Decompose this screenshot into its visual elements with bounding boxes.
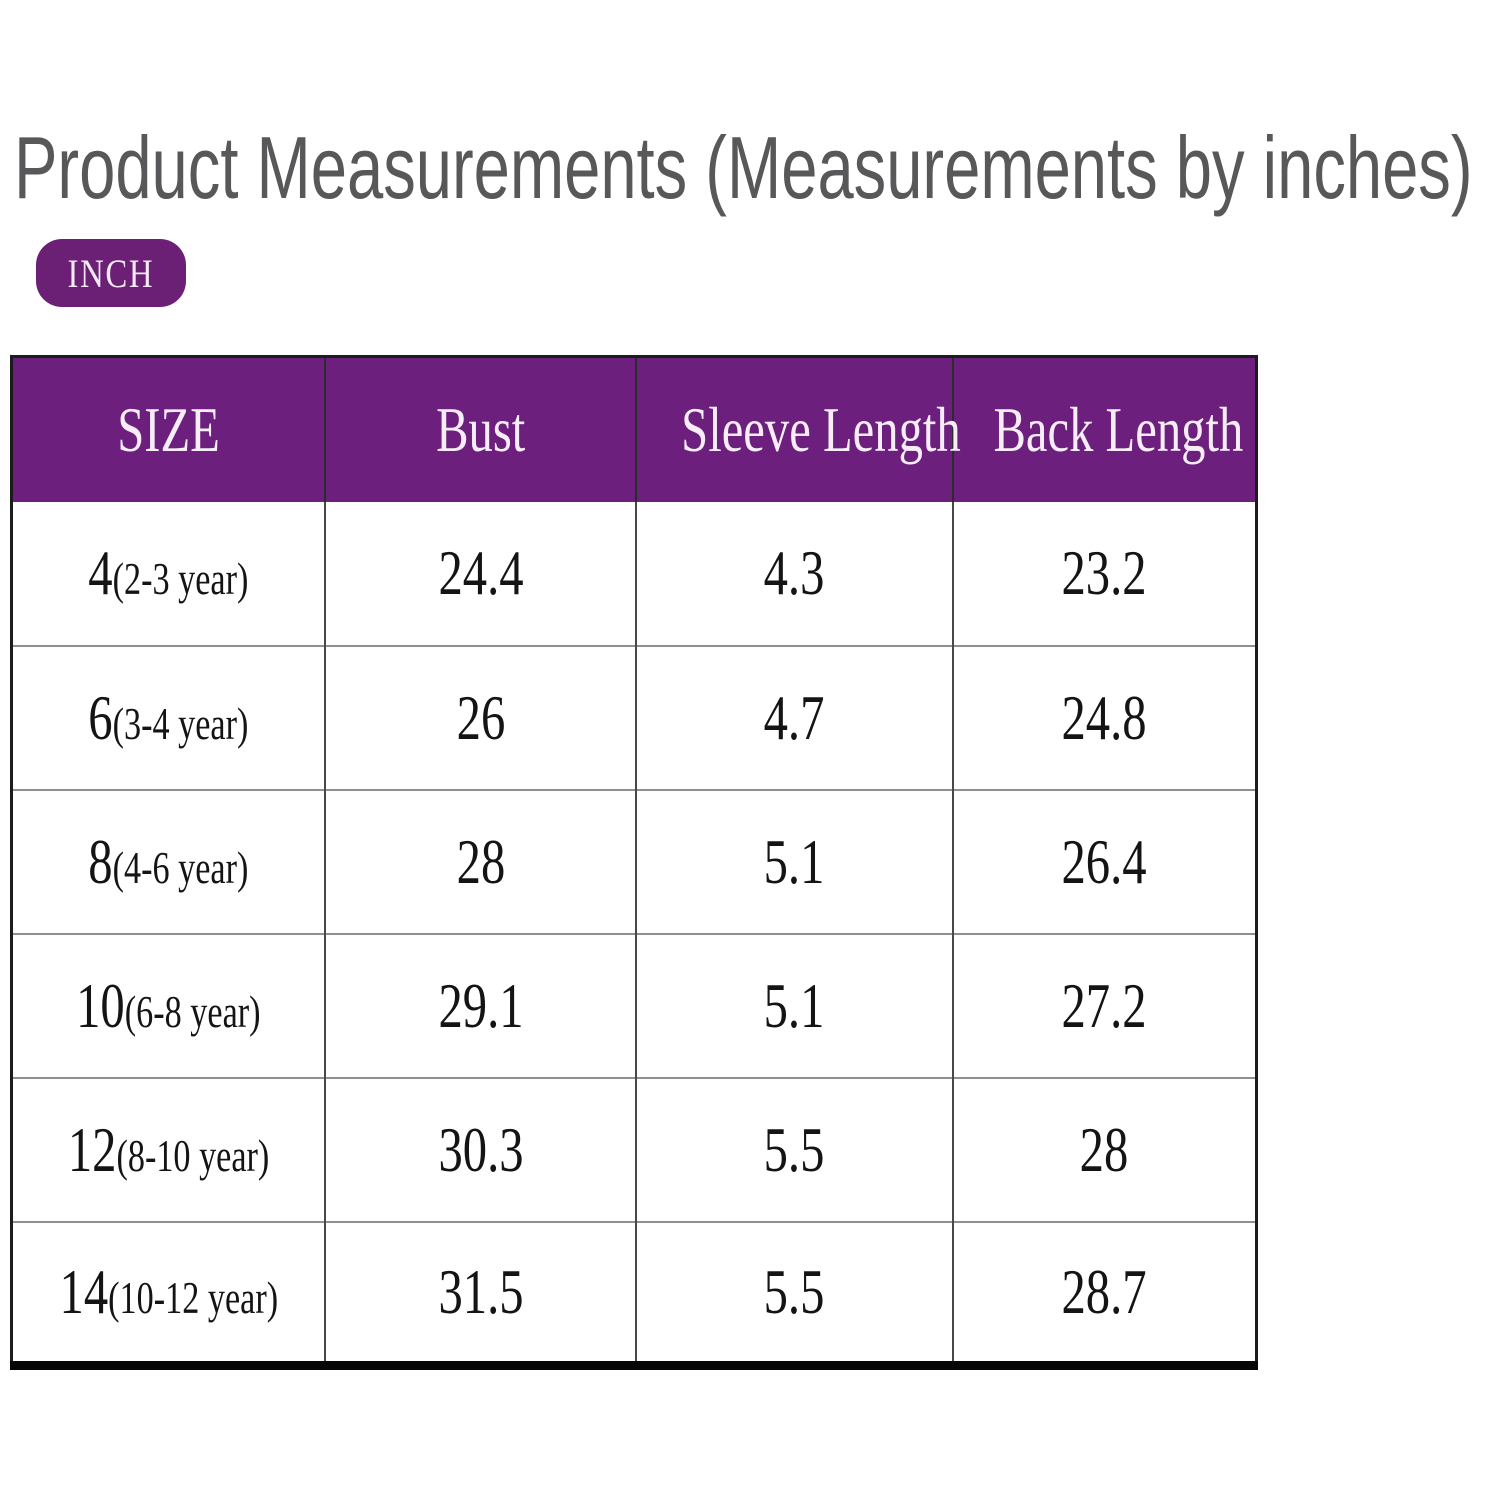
table-row: 4(2-3 year) 24.4 4.3 23.2 [11, 501, 1257, 646]
bust-cell: 24.4 [325, 501, 637, 646]
measurements-table: SIZE Bust Sleeve Length Back Length 4(2-… [10, 355, 1258, 1370]
col-header-bust: Bust [325, 356, 637, 502]
sleeve-length-cell: 4.7 [635, 644, 954, 790]
size-number: 8 [88, 825, 113, 897]
size-age-range: (2-3 year) [112, 554, 249, 604]
size-number: 14 [59, 1255, 108, 1327]
size-cell: 10(6-8 year) [11, 932, 327, 1078]
sleeve-length-cell: 5.1 [635, 932, 954, 1078]
col-header-size: SIZE [11, 356, 327, 502]
size-cell: 12(8-10 year) [11, 1076, 327, 1222]
back-length-cell: 23.2 [952, 501, 1257, 646]
size-number: 12 [67, 1113, 117, 1185]
unit-badge: INCH [36, 239, 186, 307]
bust-cell: 26 [325, 644, 637, 790]
page-title: Product Measurements (Measurements by in… [14, 122, 1500, 214]
bust-cell: 29.1 [325, 932, 637, 1078]
size-number: 6 [88, 681, 113, 753]
bust-cell: 30.3 [325, 1076, 637, 1222]
size-cell: 8(4-6 year) [11, 788, 327, 934]
back-length-cell: 27.2 [952, 932, 1257, 1078]
back-length-cell: 24.8 [952, 644, 1257, 790]
sleeve-length-cell: 5.5 [635, 1076, 954, 1222]
unit-badge-label: INCH [67, 250, 155, 296]
size-number: 10 [76, 969, 126, 1041]
sleeve-length-cell: 5.5 [635, 1220, 954, 1366]
back-length-cell: 28 [952, 1076, 1257, 1222]
sleeve-length-cell: 4.3 [635, 501, 954, 646]
back-length-cell: 28.7 [952, 1220, 1257, 1366]
page-title-text: Product Measurements (Measurements by in… [14, 118, 1473, 217]
table-header-row: SIZE Bust Sleeve Length Back Length [11, 356, 1257, 502]
table-row: 8(4-6 year) 28 5.1 26.4 [11, 788, 1257, 934]
size-cell: 4(2-3 year) [11, 501, 327, 646]
back-length-cell: 26.4 [952, 788, 1257, 934]
size-number: 4 [88, 537, 113, 608]
bust-cell: 31.5 [325, 1220, 637, 1366]
table-row: 14(10-12 year) 31.5 5.5 28.7 [11, 1220, 1257, 1366]
size-age-range: (8-10 year) [116, 1130, 270, 1181]
col-header-sleeve-length: Sleeve Length [635, 356, 961, 502]
size-cell: 14(10-12 year) [11, 1220, 327, 1366]
size-cell: 6(3-4 year) [11, 644, 327, 790]
table-row: 10(6-8 year) 29.1 5.1 27.2 [11, 932, 1257, 1078]
size-age-range: (3-4 year) [112, 698, 249, 749]
table-row: 12(8-10 year) 30.3 5.5 28 [11, 1076, 1257, 1222]
size-age-range: (10-12 year) [107, 1272, 278, 1323]
bust-cell: 28 [325, 788, 637, 934]
col-header-back-length: Back Length [952, 356, 1257, 502]
size-age-range: (6-8 year) [125, 986, 261, 1037]
table-row: 6(3-4 year) 26 4.7 24.8 [11, 644, 1257, 790]
sleeve-length-cell: 5.1 [635, 788, 954, 934]
size-age-range: (4-6 year) [112, 842, 249, 893]
